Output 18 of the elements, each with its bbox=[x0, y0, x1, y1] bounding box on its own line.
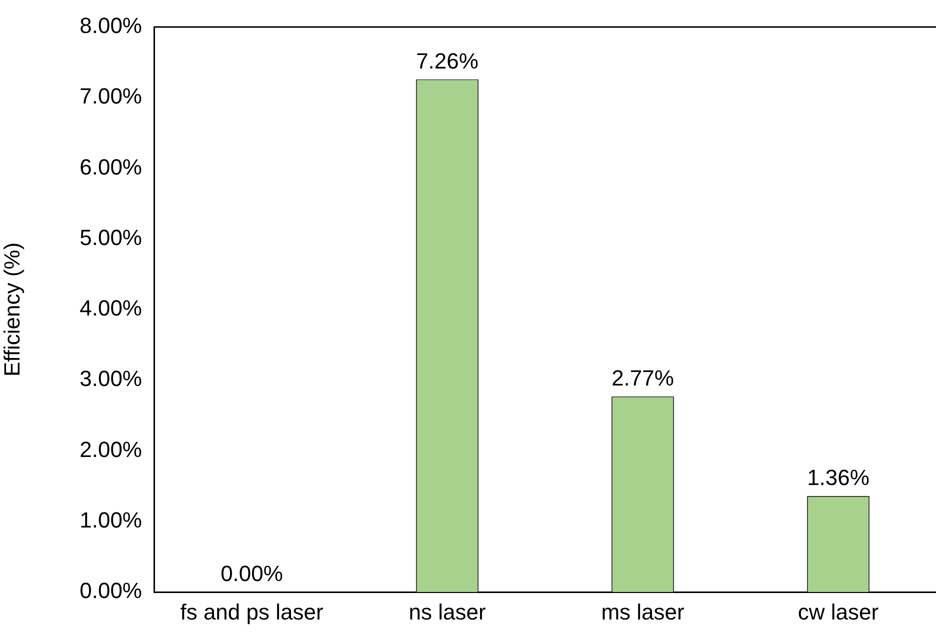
y-tick-label: 3.00% bbox=[80, 366, 142, 392]
y-tick-label: 1.00% bbox=[80, 507, 142, 532]
y-tick-label: 2.00% bbox=[80, 436, 142, 462]
data-label: 0.00% bbox=[220, 561, 283, 586]
y-axis-title: Efficiency (%) bbox=[0, 242, 24, 377]
data-label: 1.36% bbox=[807, 465, 870, 490]
x-tick-label: fs and ps laser bbox=[180, 599, 324, 624]
y-tick-label: 6.00% bbox=[80, 154, 142, 180]
x-tick-label: ms laser bbox=[601, 599, 684, 624]
data-label: 7.26% bbox=[416, 48, 478, 74]
y-tick-label: 7.00% bbox=[80, 84, 142, 109]
x-tick-label: cw laser bbox=[798, 599, 879, 624]
y-tick-label: 4.00% bbox=[80, 296, 142, 321]
y-tick-label: 5.00% bbox=[80, 224, 142, 250]
y-tick-label: 8.00% bbox=[80, 13, 142, 38]
x-tick-label: ns laser bbox=[408, 599, 486, 624]
y-tick-label: 0.00% bbox=[80, 578, 142, 604]
data-label: 2.77% bbox=[612, 365, 674, 390]
